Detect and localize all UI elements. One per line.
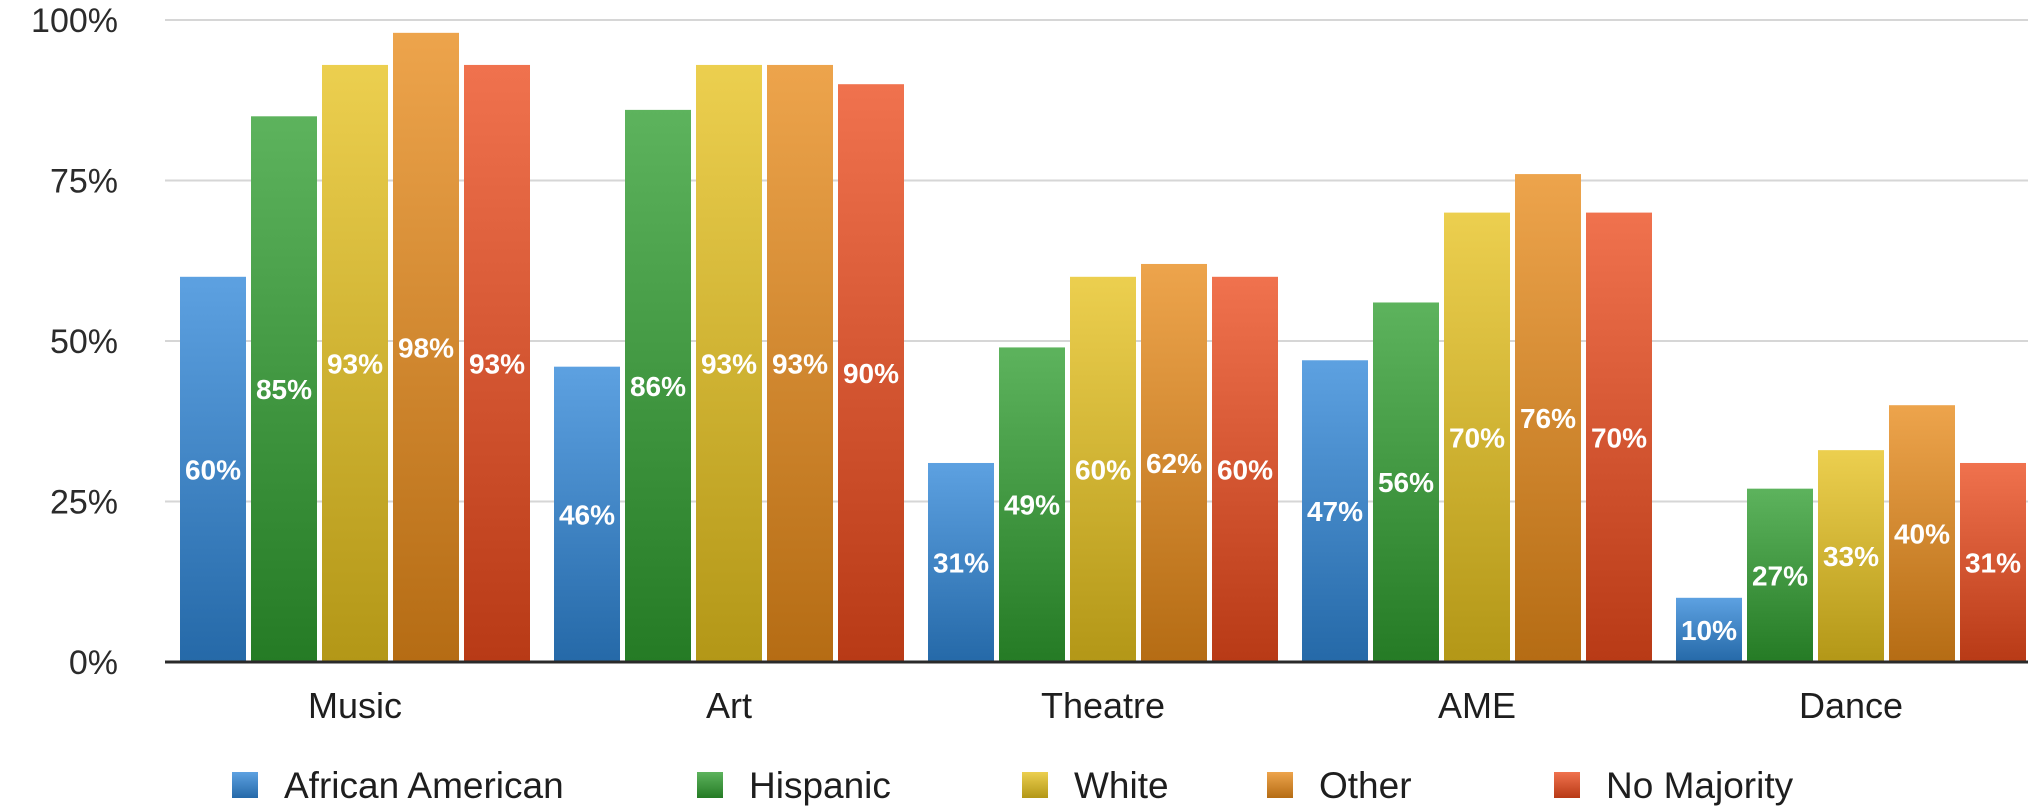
bar (1444, 212, 1510, 662)
x-tick-label: Theatre (1041, 685, 1165, 726)
x-axis-category-labels: Music Art Theatre AME Dance (308, 685, 1903, 726)
data-label: 90% (843, 358, 899, 389)
bar (180, 276, 246, 662)
bar (1889, 405, 1955, 662)
data-label: 10% (1681, 615, 1737, 646)
data-label: 27% (1752, 560, 1808, 591)
data-label: 76% (1520, 403, 1576, 434)
data-label: 47% (1307, 496, 1363, 527)
data-label: 60% (1217, 454, 1273, 485)
bar (1586, 212, 1652, 662)
y-tick-label: 75% (50, 163, 118, 201)
data-label: 31% (933, 547, 989, 578)
bar (1141, 263, 1207, 662)
bar (928, 462, 994, 662)
bar (1070, 276, 1136, 662)
legend: African American Hispanic White Other No Maj… (232, 765, 1794, 806)
bar (696, 64, 762, 662)
x-tick-label: Art (706, 685, 752, 726)
bar (1212, 276, 1278, 662)
data-label: 56% (1378, 467, 1434, 498)
y-tick-label: 25% (50, 484, 118, 522)
x-tick-label: AME (1438, 685, 1516, 726)
data-label: 93% (772, 348, 828, 379)
data-label: 46% (559, 499, 615, 530)
legend-swatch (1022, 772, 1048, 798)
bar (838, 84, 904, 662)
data-label: 70% (1449, 422, 1505, 453)
legend-swatch (232, 772, 258, 798)
data-label: 93% (469, 348, 525, 379)
x-tick-label: Music (308, 685, 402, 726)
bar (1515, 174, 1581, 662)
data-label: 33% (1823, 541, 1879, 572)
data-label: 40% (1894, 519, 1950, 550)
bar (464, 64, 530, 662)
data-label: 93% (327, 348, 383, 379)
legend-label: No Majority (1606, 765, 1794, 806)
data-label: 93% (701, 348, 757, 379)
bar (999, 347, 1065, 662)
data-label: 70% (1591, 422, 1647, 453)
bar (393, 32, 459, 662)
data-label: 85% (256, 374, 312, 405)
legend-swatch (1267, 772, 1293, 798)
data-label: 98% (398, 332, 454, 363)
bar (1747, 488, 1813, 662)
x-tick-label: Dance (1799, 685, 1903, 726)
bar (1676, 597, 1742, 662)
legend-label: Other (1319, 765, 1412, 806)
data-label: 60% (1075, 454, 1131, 485)
bar (1302, 360, 1368, 662)
bar (625, 109, 691, 662)
y-tick-label: 100% (31, 2, 118, 40)
legend-label: Hispanic (749, 765, 891, 806)
y-axis-tick-labels: 0% 25% 50% 75% 100% (31, 2, 118, 682)
bar (251, 116, 317, 663)
legend-label: White (1074, 765, 1169, 806)
data-label: 62% (1146, 448, 1202, 479)
data-label: 49% (1004, 490, 1060, 521)
bar (322, 64, 388, 662)
data-label: 31% (1965, 547, 2021, 578)
legend-label: African American (284, 765, 564, 806)
bar (554, 366, 620, 662)
bar (1373, 302, 1439, 662)
y-tick-label: 0% (69, 644, 118, 682)
legend-swatch (697, 772, 723, 798)
bar (767, 64, 833, 662)
bar (1818, 450, 1884, 662)
data-label: 86% (630, 371, 686, 402)
bars: 60% 85% 93% 98% 93% 46% 86% 93% 93% 90% 31% 49% 60% 6… (180, 32, 2026, 663)
legend-swatch (1554, 772, 1580, 798)
data-label: 60% (185, 454, 241, 485)
bar (1960, 462, 2026, 662)
y-tick-label: 50% (50, 323, 118, 361)
